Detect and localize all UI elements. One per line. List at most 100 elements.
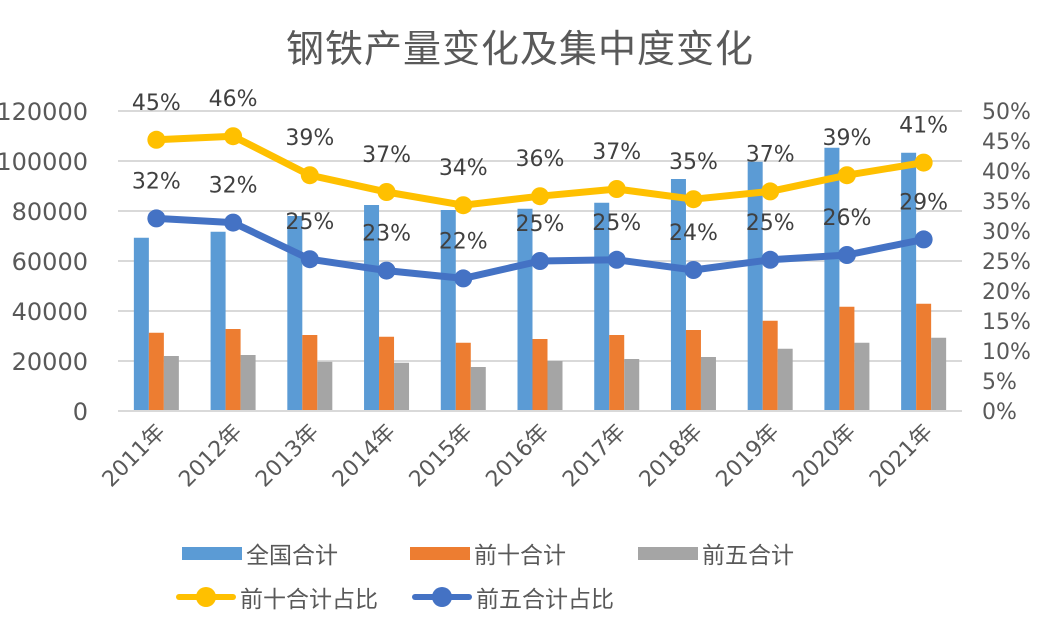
data-label-top10-share: 36% <box>516 147 565 172</box>
marker-top10-share <box>224 127 243 146</box>
bar-top5-total <box>470 367 486 411</box>
legend-swatch-top5-share <box>412 587 472 607</box>
marker-top5-share <box>607 250 626 269</box>
bar-top5-total <box>394 362 410 411</box>
marker-top10-share <box>837 166 856 185</box>
left-axis-tick-label: 20000 <box>12 348 88 376</box>
bar-national-total <box>901 152 917 411</box>
bar-top10-total <box>762 320 778 411</box>
data-label-top5-share: 22% <box>439 229 488 254</box>
bar-national-total <box>747 161 763 411</box>
marker-top5-share <box>761 250 780 269</box>
data-label-top10-share: 46% <box>209 87 258 112</box>
marker-top10-share <box>147 130 166 149</box>
left-axis-tick-label: 0 <box>73 398 88 426</box>
marker-top10-share <box>684 190 703 209</box>
data-label-top10-share: 39% <box>285 126 334 151</box>
right-axis-tick-label: 25% <box>982 250 1031 275</box>
bar-top5-total <box>854 342 870 411</box>
marker-top10-share <box>300 166 319 185</box>
data-label-top5-share: 23% <box>362 222 411 247</box>
x-axis-tick-label: 2014年 <box>328 420 401 493</box>
bar-national-total <box>824 147 840 411</box>
x-axis-tick-label: 2017年 <box>558 420 631 493</box>
legend-swatch-top10-share <box>176 587 236 607</box>
data-label-top5-share: 25% <box>516 212 565 237</box>
data-label-top5-share: 32% <box>132 169 181 194</box>
bar-national-total <box>210 231 226 411</box>
bar-top5-total <box>547 361 563 411</box>
chart-title: 钢铁产量变化及集中度变化 <box>285 27 754 71</box>
legend-item-top5-total: 前五合计 <box>638 536 794 570</box>
data-label-top10-share: 41% <box>899 114 948 139</box>
marker-top5-share <box>224 213 243 232</box>
bar-top5-total <box>931 337 947 411</box>
left-axis-tick-label: 60000 <box>12 248 88 276</box>
marker-top10-share <box>454 196 473 215</box>
bar-top10-total <box>532 339 548 411</box>
data-label-top5-share: 29% <box>899 190 948 215</box>
bar-top10-total <box>302 335 318 411</box>
data-label-top5-share: 25% <box>746 211 795 236</box>
marker-top5-share <box>300 250 319 269</box>
legend-label-top10-share: 前十合计占比 <box>240 587 378 613</box>
bar-top10-total <box>379 336 395 411</box>
x-axis-tick-label: 2016年 <box>481 420 554 493</box>
legend-swatch-top5-total <box>638 546 698 560</box>
marker-top5-share <box>684 261 703 279</box>
legend-swatch-national-total <box>182 546 242 560</box>
data-label-top5-share: 25% <box>285 210 334 235</box>
right-axis-tick-label: 10% <box>982 340 1031 365</box>
data-label-top10-share: 45% <box>132 91 181 116</box>
x-axis-tick-label: 2021年 <box>865 420 938 493</box>
bar-top10-total <box>685 330 701 411</box>
right-axis-tick-label: 20% <box>982 280 1031 305</box>
data-label-top5-share: 24% <box>669 221 718 246</box>
left-axis-tick-label: 100000 <box>0 148 88 176</box>
x-axis-tick-label: 2012年 <box>175 420 248 493</box>
bar-national-total <box>133 237 149 411</box>
left-axis-tick-label: 120000 <box>0 98 88 126</box>
x-axis-tick-label: 2015年 <box>405 420 478 493</box>
data-label-top10-share: 37% <box>592 140 641 165</box>
data-label-top5-share: 25% <box>592 211 641 236</box>
marker-top5-share <box>914 230 933 249</box>
legend-item-national-total: 全国合计 <box>182 536 338 570</box>
bar-top5-total <box>624 359 640 411</box>
bar-top5-total <box>700 357 716 411</box>
right-axis-tick-label: 0% <box>982 400 1017 425</box>
legend-item-top10-total: 前十合计 <box>410 536 566 570</box>
bar-top5-total <box>317 361 333 411</box>
left-axis-tick-label: 80000 <box>12 198 88 226</box>
legend-label-national-total: 全国合计 <box>246 543 338 569</box>
bar-top10-total <box>609 335 625 411</box>
bar-top10-total <box>455 342 471 411</box>
x-axis-tick-label: 2013年 <box>251 420 324 493</box>
left-axis-tick-label: 40000 <box>12 298 88 326</box>
legend-item-top5-share: 前五合计占比 <box>412 580 614 614</box>
x-axis-tick-label: 2018年 <box>635 420 708 493</box>
bar-national-total <box>670 179 686 411</box>
bar-national-total <box>440 210 456 411</box>
marker-top5-share <box>454 269 473 288</box>
marker-top10-share <box>914 153 933 172</box>
right-axis-tick-label: 40% <box>982 160 1031 185</box>
bar-top10-total <box>916 303 932 411</box>
bar-top5-total <box>240 355 256 411</box>
bar-national-total <box>364 205 380 411</box>
legend-label-top5-total: 前五合计 <box>702 543 794 569</box>
right-axis-tick-label: 5% <box>982 370 1017 395</box>
data-label-top10-share: 34% <box>439 156 488 181</box>
bar-top10-total <box>148 332 164 411</box>
right-axis-tick-label: 35% <box>982 190 1031 215</box>
right-axis-tick-label: 30% <box>982 220 1031 245</box>
bar-national-total <box>287 216 303 411</box>
right-axis-tick-label: 50% <box>982 100 1031 125</box>
marker-top10-share <box>761 182 780 201</box>
marker-top5-share <box>837 246 856 264</box>
data-label-top10-share: 37% <box>746 142 795 167</box>
legend-label-top10-total: 前十合计 <box>474 543 566 569</box>
marker-top10-share <box>607 180 626 198</box>
marker-top5-share <box>531 252 549 270</box>
bar-top10-total <box>225 329 241 411</box>
